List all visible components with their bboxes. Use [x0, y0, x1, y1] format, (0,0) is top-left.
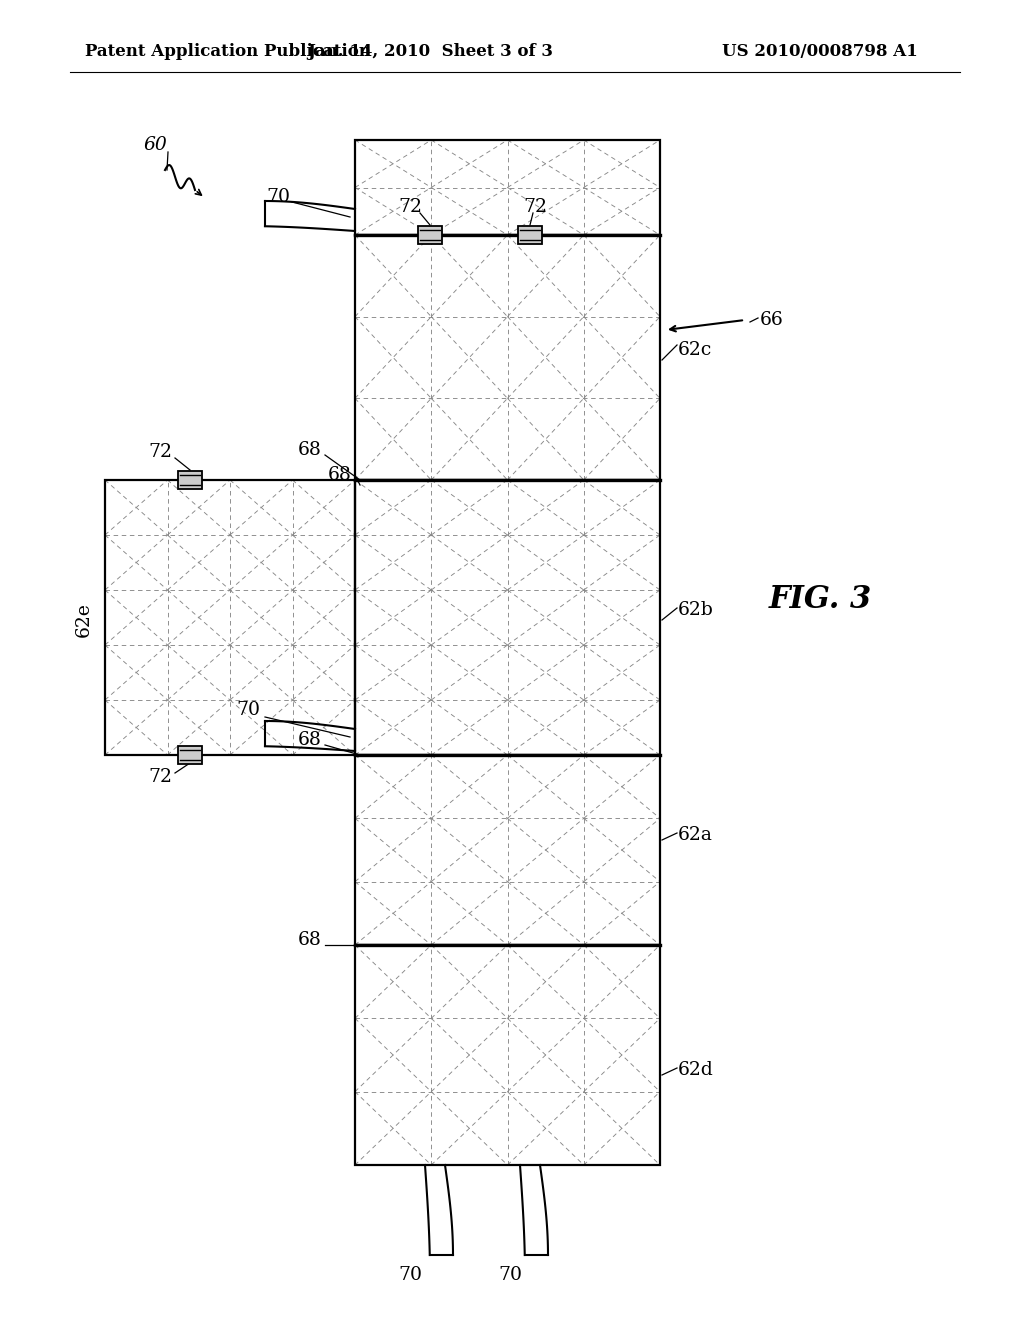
Text: Jan. 14, 2010  Sheet 3 of 3: Jan. 14, 2010 Sheet 3 of 3 [307, 44, 553, 61]
Text: FIG. 3: FIG. 3 [768, 585, 871, 615]
Text: 62d: 62d [678, 1061, 714, 1078]
Text: 72: 72 [148, 444, 172, 461]
Text: 68: 68 [298, 731, 322, 748]
Text: 68: 68 [298, 441, 322, 459]
Text: 60: 60 [143, 136, 167, 154]
Text: 72: 72 [398, 198, 422, 216]
Text: 62c: 62c [678, 341, 713, 359]
Bar [518, 226, 542, 244]
Text: 72: 72 [148, 768, 172, 785]
Text: 70: 70 [236, 701, 260, 719]
Text: 70: 70 [398, 1266, 422, 1284]
Text: 68: 68 [328, 466, 352, 484]
Text: US 2010/0008798 A1: US 2010/0008798 A1 [722, 44, 918, 61]
Text: 66: 66 [760, 312, 783, 329]
Text: 62e: 62e [75, 602, 93, 638]
Text: 62a: 62a [678, 826, 713, 843]
Text: 62b: 62b [678, 601, 714, 619]
Text: 72: 72 [523, 198, 547, 216]
Bar [178, 471, 202, 488]
Bar [178, 746, 202, 764]
Text: Patent Application Publication: Patent Application Publication [85, 44, 371, 61]
Text: 70: 70 [498, 1266, 522, 1284]
Text: 70: 70 [266, 187, 290, 206]
Bar [418, 226, 442, 244]
Text: 68: 68 [298, 931, 322, 949]
